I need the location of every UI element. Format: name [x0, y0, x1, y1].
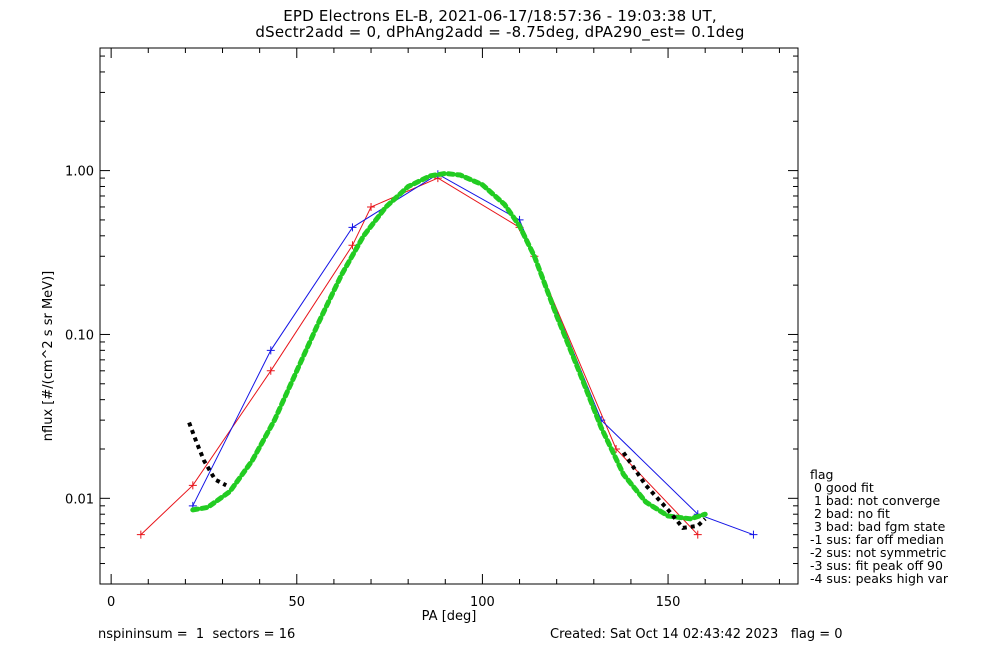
fit-curve-black — [187, 421, 228, 488]
x-tick-label: 50 — [289, 595, 306, 610]
legend-item: 3 bad: bad fgm state — [810, 519, 946, 534]
red-trace — [140, 177, 699, 536]
trace-layer — [136, 170, 758, 539]
x-tick-label: 150 — [656, 595, 681, 610]
fit-layer — [187, 170, 708, 531]
legend-title: flag — [810, 467, 834, 482]
red-plus-marker — [266, 366, 275, 375]
red-plus-marker — [693, 530, 702, 539]
legend-item: -2 sus: not symmetric — [810, 545, 947, 560]
fit-curve-green — [190, 170, 708, 522]
blue-trace — [192, 173, 754, 536]
y-tick-label: 0.10 — [65, 328, 94, 343]
footer-created-info: Created: Sat Oct 14 02:43:42 2023 flag =… — [550, 627, 843, 642]
blue-plus-marker — [749, 530, 758, 539]
y-tick-label: 1.00 — [65, 165, 94, 180]
legend-item: 2 bad: no fit — [810, 506, 890, 521]
x-axis-label: PA [deg] — [422, 609, 477, 624]
legend-item: -3 sus: fit peak off 90 — [810, 558, 943, 573]
footer-spin-info: nspininsum = 1 sectors = 16 — [98, 627, 296, 642]
chart-title-line-1: EPD Electrons EL-B, 2021-06-17/18:57:36 … — [283, 7, 717, 25]
plot-frame — [99, 47, 799, 585]
x-tick-label: 0 — [107, 595, 115, 610]
legend-item: 1 bad: not converge — [810, 493, 941, 508]
legend-item: 0 good fit — [810, 480, 874, 495]
red-plus-marker — [348, 241, 357, 250]
fit-curve-black — [621, 451, 707, 531]
blue-plus-marker — [266, 346, 275, 355]
red-plus-marker — [136, 530, 145, 539]
blue-plus-marker — [348, 223, 357, 232]
chart-title-line-2: dSectr2add = 0, dPhAng2add = -8.75deg, d… — [255, 23, 745, 41]
y-tick-label: 0.01 — [65, 492, 94, 507]
flag-legend: flag 0 good fit 1 bad: not converge 2 ba… — [810, 468, 948, 585]
x-tick-label: 100 — [470, 595, 495, 610]
y-axis-label: nflux [#/(cm^2 s sr MeV)] — [41, 271, 56, 441]
axis-ticks: 0 50 100 150 0.01 0.10 1.00 — [65, 48, 798, 610]
red-plus-marker — [367, 202, 376, 211]
legend-item: -1 sus: far off median — [810, 532, 944, 547]
red-plus-marker — [188, 481, 197, 490]
legend-item: -4 sus: peaks high var — [810, 571, 949, 586]
